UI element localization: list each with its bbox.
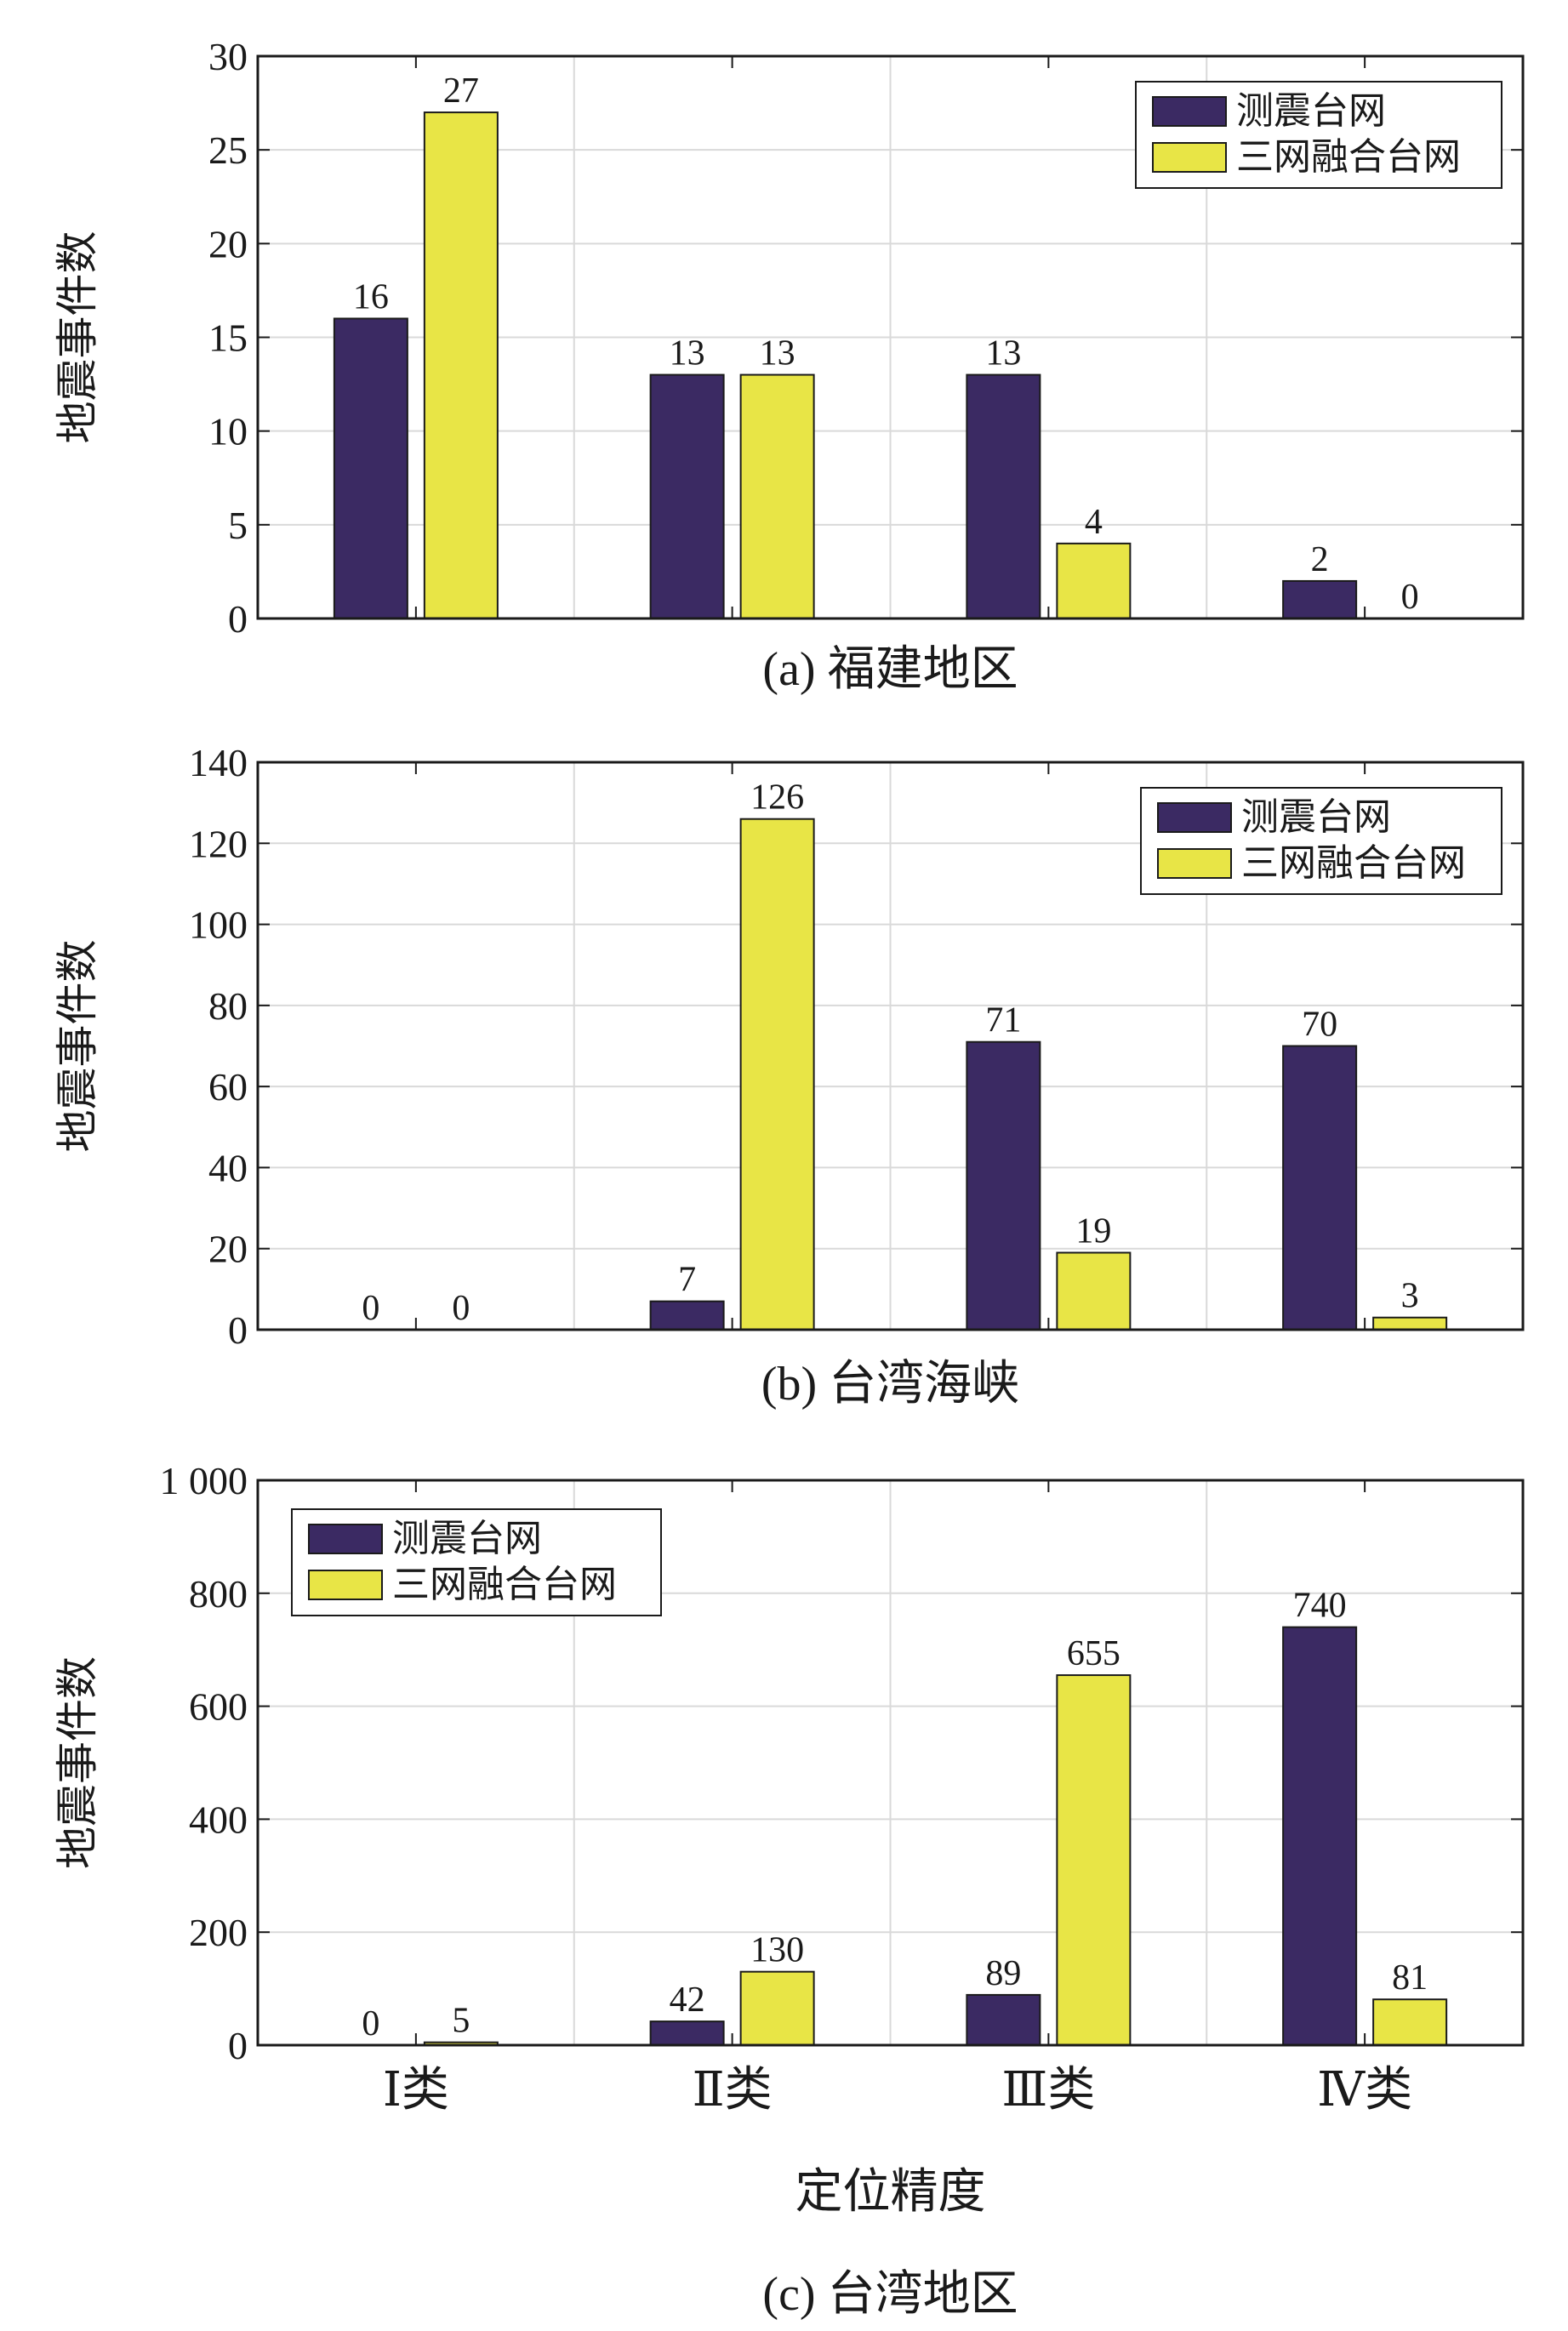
y-tick-label: 100 [189, 903, 248, 947]
legend-swatch [308, 1570, 383, 1600]
x-tick-label: Ⅰ类 [383, 2064, 449, 2117]
y-tick-label: 20 [208, 1228, 248, 1271]
x-tick-label: Ⅲ类 [1001, 2064, 1095, 2117]
bar-series-1 [1282, 1045, 1358, 1331]
y-tick-label: 120 [189, 822, 248, 865]
legend-entry-label: 三网融合台网 [1241, 842, 1466, 884]
y-tick-label: 20 [208, 222, 248, 265]
y-tick-label: 30 [208, 35, 248, 78]
legend-swatch [1152, 142, 1227, 173]
bar-value-label: 655 [1067, 1634, 1120, 1673]
bar-value-label: 0 [1401, 578, 1419, 617]
bar-value-label: 89 [985, 1954, 1021, 1993]
bar-value-label: 71 [985, 1001, 1021, 1040]
panel-caption: (b) 台湾海峡 [761, 1358, 1019, 1411]
y-tick-label: 400 [189, 1798, 248, 1841]
x-axis-label: 定位精度 [795, 2166, 986, 2219]
y-axis-label: 地震事件数 [54, 231, 101, 444]
legend-entry-label: 测震台网 [1241, 796, 1391, 838]
y-tick-label: 600 [189, 1685, 248, 1729]
bar-value-label: 42 [670, 1980, 705, 2020]
bar-value-label: 126 [750, 778, 804, 818]
panel-caption: (a) 福建地区 [762, 643, 1018, 696]
bar-value-label: 5 [452, 2002, 470, 2041]
bar-series-2 [1372, 1316, 1448, 1331]
y-tick-label: 0 [228, 597, 248, 641]
bar-series-1 [1282, 1626, 1358, 2046]
bar-value-label: 3 [1401, 1277, 1419, 1316]
legend-entry-label: 测震台网 [392, 1518, 542, 1559]
bar-series-2 [739, 818, 815, 1331]
legend-swatch [1157, 848, 1232, 879]
legend-entry-label: 三网融合台网 [392, 1564, 617, 1605]
bar-value-label: 81 [1392, 1958, 1428, 1998]
y-tick-label: 15 [208, 316, 248, 360]
bar-value-label: 27 [443, 71, 479, 111]
bar-value-label: 4 [1085, 503, 1103, 542]
bar-series-2 [739, 373, 815, 619]
bar-value-label: 740 [1293, 1587, 1347, 1626]
chart-panel-2: 0 0 7 126 71 19 70 3 0 20 40 60 80 100 120 140 地震事件数 (b) … [54, 741, 1525, 1411]
bar-value-label: 0 [452, 1289, 470, 1328]
y-tick-label: 40 [208, 1146, 248, 1189]
legend-entry-label: 测震台网 [1236, 90, 1386, 132]
bar-series-1 [649, 1300, 725, 1331]
bar-value-label: 13 [760, 334, 795, 373]
y-axis-label: 地震事件数 [54, 1656, 101, 1869]
bar-series-2 [1056, 1251, 1132, 1331]
bar-value-label: 0 [362, 1289, 379, 1328]
legend-swatch [1152, 96, 1227, 127]
bar-series-1 [333, 317, 408, 619]
bar-series-1 [649, 373, 725, 619]
bar-series-1 [966, 1993, 1041, 2047]
bar-value-label: 2 [1311, 540, 1329, 579]
legend-swatch [308, 1524, 383, 1554]
y-tick-label: 800 [189, 1572, 248, 1616]
y-tick-label: 25 [208, 128, 248, 172]
bar-series-2 [739, 1970, 815, 2046]
y-tick-label: 0 [228, 1308, 248, 1352]
y-axis-label: 地震事件数 [54, 940, 101, 1153]
bar-value-label: 13 [985, 334, 1021, 373]
y-tick-label: 80 [208, 984, 248, 1028]
bar-value-label: 0 [362, 2004, 379, 2043]
y-tick-label: 200 [189, 1911, 248, 1954]
bar-series-2 [1056, 542, 1132, 619]
axes-box [256, 1479, 1525, 2047]
bar-value-label: 7 [678, 1261, 696, 1300]
y-tick-label: 60 [208, 1065, 248, 1109]
bar-series-1 [966, 373, 1041, 619]
x-tick-label: Ⅳ类 [1317, 2064, 1412, 2117]
bar-value-label: 13 [670, 334, 705, 373]
y-tick-label: 140 [189, 741, 248, 784]
y-tick-label: 1 000 [160, 1459, 248, 1502]
legend-entry-label: 三网融合台网 [1236, 136, 1461, 178]
bar-series-1 [649, 2020, 725, 2047]
bar-series-2 [1056, 1674, 1132, 2046]
chart-panel-3: 0 5Ⅰ类 42 130 Ⅱ类 89 655 Ⅲ类 740 81 Ⅳ类 0 200 400 600 800 1 … [54, 1459, 1525, 2321]
panel-caption: (c) 台湾地区 [762, 2268, 1018, 2321]
bar-value-label: 130 [750, 1931, 804, 1970]
bar-value-label: 16 [353, 277, 389, 316]
bar-series-2 [1372, 1998, 1448, 2047]
legend-swatch [1157, 802, 1232, 833]
y-tick-label: 0 [228, 2024, 248, 2067]
bar-value-label: 70 [1302, 1006, 1337, 1045]
bar-value-label: 19 [1075, 1211, 1111, 1251]
axes-box [256, 761, 1525, 1331]
bar-series-1 [966, 1040, 1041, 1331]
bar-series-1 [1282, 579, 1358, 620]
bar-series-2 [423, 111, 499, 620]
x-tick-label: Ⅱ类 [693, 2064, 773, 2117]
y-tick-label: 5 [228, 504, 248, 547]
y-tick-label: 10 [208, 410, 248, 453]
